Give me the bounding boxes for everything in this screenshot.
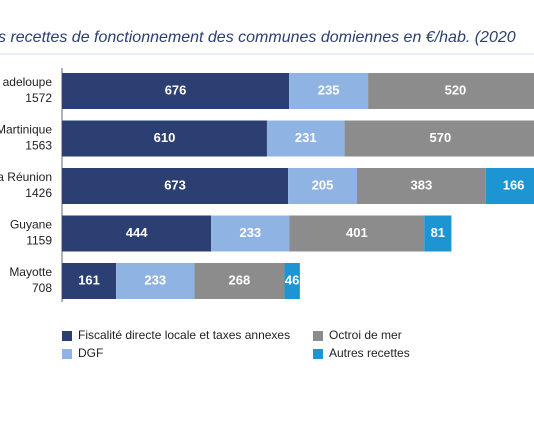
bar-segment — [424, 215, 452, 252]
category-total: 708 — [32, 281, 52, 295]
category-label: Guyane — [10, 218, 52, 232]
category-label: Martinique — [0, 123, 52, 137]
category-label: adeloupe — [3, 75, 53, 89]
bar-segment — [357, 168, 486, 204]
legend-label: Fiscalité directe locale et taxes annexe… — [78, 328, 290, 342]
legend-swatch — [62, 349, 72, 359]
value-label: 233 — [144, 272, 166, 287]
value-label: 205 — [312, 177, 334, 192]
bar-segment — [116, 263, 195, 299]
bar-segment — [62, 73, 290, 109]
category-label: Mayotte — [9, 265, 52, 279]
value-label: 520 — [445, 82, 467, 97]
category-label: a Réunion — [0, 170, 52, 184]
bar-segment — [62, 215, 212, 252]
bar-segment — [368, 73, 534, 109]
category-total: 1563 — [25, 139, 52, 153]
value-label: 570 — [429, 130, 451, 145]
category-total: 1159 — [26, 234, 52, 248]
legend-label: DGF — [78, 346, 103, 360]
value-label: 166 — [503, 177, 525, 192]
value-label: 81 — [431, 225, 445, 240]
bar-segment — [62, 263, 117, 299]
value-label: 401 — [346, 225, 368, 240]
legend-label: Octroi de mer — [329, 328, 402, 342]
bar-segment — [194, 263, 285, 299]
category-total: 1426 — [25, 186, 52, 200]
value-label: 444 — [126, 225, 148, 240]
value-label: 673 — [164, 177, 186, 192]
value-label: 383 — [411, 177, 433, 192]
bar-segment — [289, 73, 369, 109]
bar-segment — [288, 168, 358, 204]
value-label: 268 — [229, 272, 251, 287]
legend-swatch — [62, 331, 72, 341]
legend-swatch — [313, 349, 323, 359]
bar-segment — [284, 263, 300, 299]
category-total: 1572 — [25, 91, 52, 105]
chart-title: s recettes de fonctionnement des commune… — [0, 29, 516, 46]
value-label: 161 — [78, 272, 100, 287]
bar-segment — [344, 120, 534, 157]
value-label: 235 — [318, 82, 340, 97]
bar-segment — [485, 168, 534, 204]
bar-segment — [266, 120, 345, 157]
legend-swatch — [313, 331, 323, 341]
legend-label: Autres recettes — [329, 346, 410, 360]
value-label: 610 — [154, 130, 176, 145]
bar-segment — [62, 120, 267, 157]
value-label: 46 — [285, 272, 299, 287]
value-label: 231 — [295, 130, 317, 145]
value-label: 676 — [165, 82, 187, 97]
bar-segment — [289, 215, 425, 252]
bar-segment — [211, 215, 290, 252]
value-label: 233 — [239, 225, 261, 240]
bar-segment — [62, 168, 289, 204]
